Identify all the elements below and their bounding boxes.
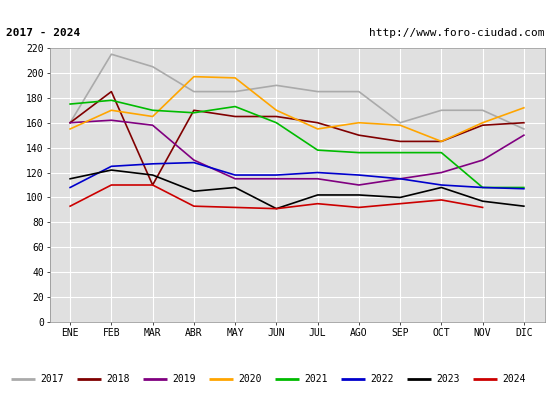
- Text: 2020: 2020: [239, 374, 262, 384]
- Text: 2017 - 2024: 2017 - 2024: [6, 28, 80, 38]
- Text: http://www.foro-ciudad.com: http://www.foro-ciudad.com: [369, 28, 544, 38]
- Text: 2017: 2017: [41, 374, 64, 384]
- Text: 2018: 2018: [107, 374, 130, 384]
- Text: 2024: 2024: [503, 374, 526, 384]
- Text: Evolucion del paro registrado en Guadalupe: Evolucion del paro registrado en Guadalu…: [99, 4, 451, 18]
- Text: 2023: 2023: [437, 374, 460, 384]
- Text: 2021: 2021: [305, 374, 328, 384]
- Text: 2022: 2022: [371, 374, 394, 384]
- Text: 2019: 2019: [173, 374, 196, 384]
